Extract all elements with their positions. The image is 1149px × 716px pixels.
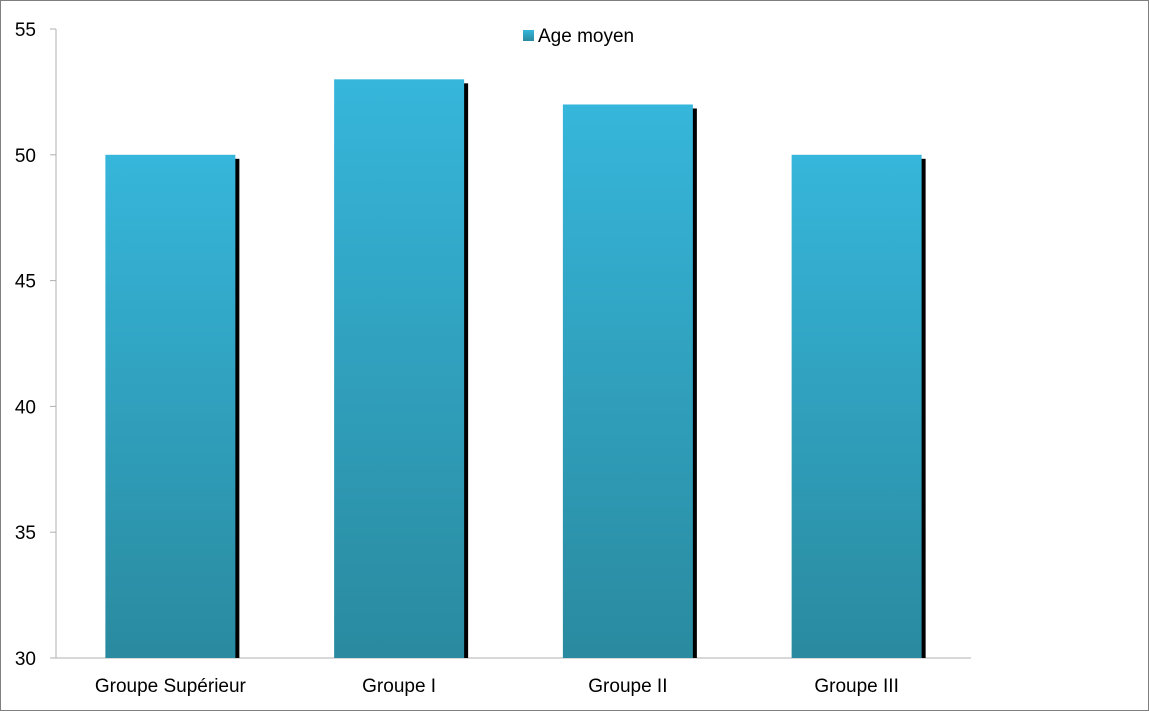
y-tick-label: 40 [15,397,36,418]
legend: Age moyen [523,26,634,47]
y-tick-label: 50 [15,146,36,167]
x-tick-label: Groupe II [588,676,667,697]
legend-swatch [523,30,534,41]
bar [105,154,236,659]
y-tick-label: 55 [15,20,36,41]
legend-label: Age moyen [538,26,634,47]
x-tick-label: Groupe I [362,676,436,697]
y-axis: 30 35 40 45 50 55 [15,20,57,670]
bars [105,79,926,659]
y-tick-label: 30 [15,649,36,670]
bar [562,104,693,659]
x-tick-label: Groupe III [814,676,899,697]
x-tick-label: Groupe Supérieur [95,676,247,697]
y-tick-label: 35 [15,523,36,544]
bar [334,79,465,658]
y-tick-label: 45 [15,272,36,293]
x-tick-labels: Groupe Supérieur Groupe I Groupe II Groupe … [95,676,899,697]
bar [791,154,922,659]
